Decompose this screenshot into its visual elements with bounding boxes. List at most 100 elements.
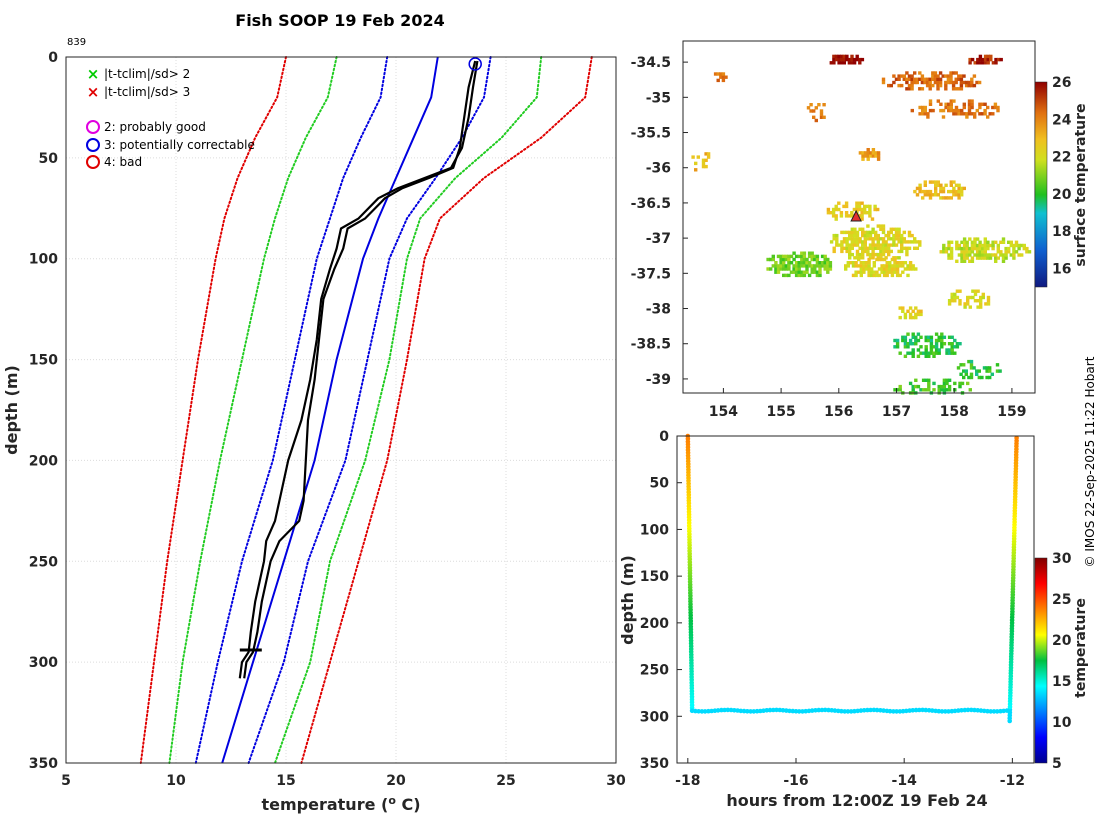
sst-pixel xyxy=(846,261,850,265)
sst-pixel xyxy=(905,77,909,81)
sst-pixel xyxy=(950,342,954,346)
sst-pixel xyxy=(840,61,844,65)
sst-pixel xyxy=(805,270,809,274)
sst-pixel xyxy=(936,87,940,91)
sst-pixel xyxy=(805,257,809,262)
sst-pixel xyxy=(890,257,895,262)
sst-pixel xyxy=(915,240,919,244)
sst-pixel xyxy=(858,246,862,250)
sst-pixel xyxy=(933,71,938,75)
sst-pixel xyxy=(916,309,921,313)
sst-pixel xyxy=(868,252,873,257)
sst-pixel xyxy=(952,112,956,116)
sst-pixel xyxy=(949,71,953,75)
sst-pixel xyxy=(716,72,720,76)
sst-pixel xyxy=(973,237,977,241)
sst-pixel xyxy=(908,315,913,320)
sst-pixel xyxy=(779,261,783,265)
sst-pixel xyxy=(960,246,964,251)
timeseries-y-ticks: 0 50 100 150 200 250 300 350 xyxy=(640,429,682,772)
sst-pixel xyxy=(945,381,949,386)
sst-pixel xyxy=(975,237,980,241)
sst-pixel xyxy=(855,207,859,212)
sst-pixel xyxy=(840,246,844,250)
map-y-tick-label: -39 xyxy=(646,372,671,388)
sst-pixel xyxy=(855,57,859,62)
sst-pixel xyxy=(871,243,875,247)
sst-pixel xyxy=(937,338,941,343)
sst-pixel xyxy=(916,338,921,343)
sst-pixel xyxy=(947,348,952,352)
sst-pixel xyxy=(865,204,869,209)
sst-pixel xyxy=(957,77,961,81)
sst-pixel xyxy=(894,230,899,235)
sst-pixel xyxy=(989,54,993,59)
profile-grid xyxy=(65,56,617,764)
sst-pixel xyxy=(694,168,698,172)
sst-pixel xyxy=(911,335,915,339)
sst-pixel xyxy=(898,388,902,392)
sst-pixel xyxy=(1027,250,1032,254)
sst-pixel xyxy=(893,338,897,343)
sst-pixel xyxy=(779,257,783,262)
sst-pixel xyxy=(823,267,827,271)
sst-pixel xyxy=(807,251,812,255)
sst-pixel xyxy=(944,246,949,251)
sst-pixel xyxy=(986,295,991,300)
timeseries-point xyxy=(913,707,919,713)
sst-pixel xyxy=(928,80,932,85)
sst-pixel xyxy=(853,230,857,235)
sst-pixel xyxy=(960,186,964,191)
sst-pixel xyxy=(863,204,867,209)
timeseries-point xyxy=(745,709,750,714)
sst-pixel xyxy=(874,151,878,155)
sst-pixel xyxy=(913,237,917,241)
timeseries-point xyxy=(771,707,776,713)
sst-pixel xyxy=(872,261,876,265)
legend-marker-sd3: × xyxy=(87,83,100,101)
sst-pixel xyxy=(860,214,864,218)
sst-pixel xyxy=(844,204,849,209)
sst-pixel xyxy=(900,83,904,88)
sst-pixel xyxy=(873,204,877,209)
sst-pixel xyxy=(938,80,943,85)
sst-pixel xyxy=(954,183,959,187)
sst-pixel xyxy=(947,189,951,194)
sst-pixel xyxy=(840,54,844,59)
sst-pixel xyxy=(850,237,854,241)
sst-pixel xyxy=(874,237,878,241)
station-marker xyxy=(850,209,862,222)
sst-pixel xyxy=(829,211,833,215)
sst-pixel xyxy=(924,378,928,382)
sst-pixel xyxy=(794,254,799,259)
sst-pixel xyxy=(848,246,852,250)
sst-pixel xyxy=(691,155,695,159)
sst-pixel xyxy=(845,246,849,250)
sst-pixel xyxy=(850,240,854,244)
sst-pixel xyxy=(797,254,801,259)
sst-pixel xyxy=(881,77,886,81)
sst-pixel xyxy=(893,264,897,268)
sst-pixel xyxy=(797,270,801,274)
sst-pixel xyxy=(967,375,971,380)
sst-pixel xyxy=(905,249,909,254)
sst-pixel xyxy=(871,256,875,260)
sst-pixel xyxy=(947,243,951,248)
sst-pixel xyxy=(929,348,934,352)
sst-pixel xyxy=(952,193,956,197)
sst-pixel xyxy=(991,246,995,251)
sst-pixel xyxy=(1025,250,1029,254)
sst-pixel xyxy=(784,267,788,271)
sst-pixel xyxy=(1007,240,1011,244)
sst-pixel xyxy=(789,254,794,259)
sst-pixel xyxy=(947,299,952,303)
sst-pixel xyxy=(923,193,927,197)
sst-pixel xyxy=(845,230,849,235)
sst-pixel xyxy=(927,338,931,343)
sst-pixel xyxy=(792,251,796,255)
sst-pixel xyxy=(871,154,876,158)
sst-pixel xyxy=(861,256,865,260)
sst-pixel xyxy=(950,292,954,297)
sst-pixel xyxy=(835,237,839,241)
climatology-series-line xyxy=(274,56,543,764)
